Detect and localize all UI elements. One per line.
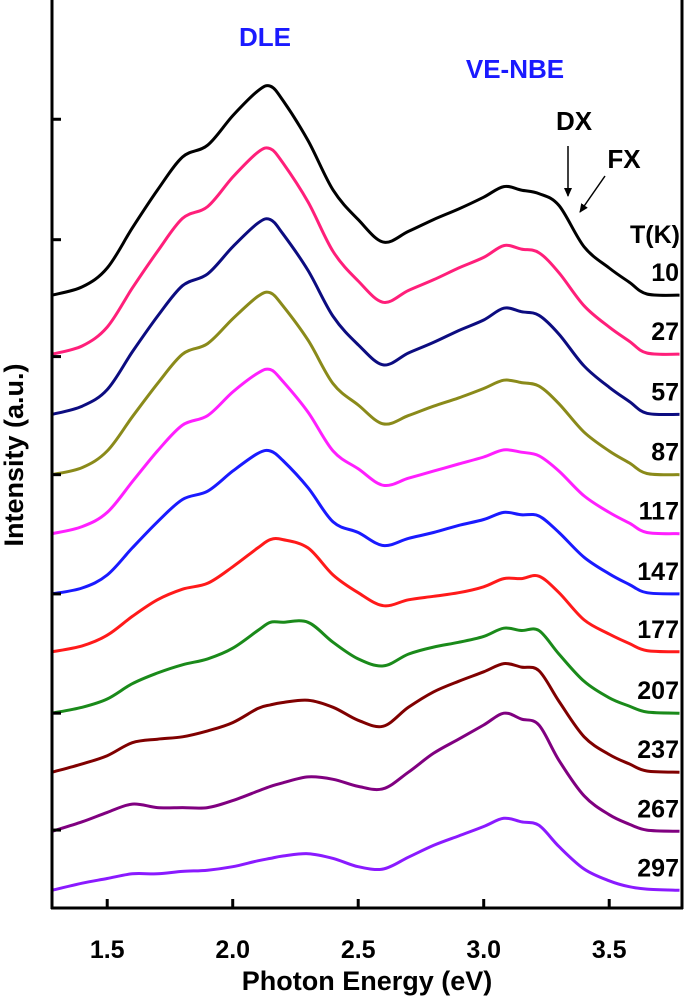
series-line-147K xyxy=(51,448,680,596)
series-labels: 10 27 57 87 117 147 177 207 237 267 297 xyxy=(637,259,679,882)
x-tick-label: 3.5 xyxy=(592,936,627,964)
y-ticks xyxy=(52,117,61,832)
series-line-117K xyxy=(51,367,680,536)
x-axis-title: Photon Energy (eV) xyxy=(242,966,493,996)
series-line-57K xyxy=(51,217,680,417)
series-label-237K: 237 xyxy=(637,736,679,764)
series-label-207K: 207 xyxy=(637,677,679,705)
x-tick-label: 1.5 xyxy=(90,936,125,964)
series-label-177K: 177 xyxy=(637,616,679,644)
series-label-57K: 57 xyxy=(651,378,679,406)
x-ticks: 1.5 2.0 2.5 3.0 3.5 xyxy=(90,899,627,964)
annotation-ve-nbe: VE-NBE xyxy=(466,54,564,84)
x-tick-label: 2.0 xyxy=(215,936,250,964)
annotation-dx: DX xyxy=(556,106,593,136)
annotation-dle: DLE xyxy=(239,22,291,52)
series-label-87K: 87 xyxy=(651,439,679,467)
series-layer xyxy=(51,84,680,892)
series-label-10K: 10 xyxy=(651,259,679,287)
series-label-267K: 267 xyxy=(637,795,679,823)
series-line-87K xyxy=(51,290,680,477)
series-line-177K xyxy=(51,537,680,654)
series-label-297K: 297 xyxy=(637,854,679,882)
series-label-147K: 147 xyxy=(637,558,679,586)
series-line-207K xyxy=(51,619,680,715)
x-tick-label: 3.0 xyxy=(466,936,501,964)
series-line-267K xyxy=(51,711,680,833)
x-tick-label: 2.5 xyxy=(341,936,376,964)
series-line-297K xyxy=(51,816,680,892)
fx-arrow xyxy=(579,175,606,213)
legend-title: T(K) xyxy=(630,221,680,249)
y-axis-title: Intensity (a.u.) xyxy=(0,363,29,546)
annotation-fx: FX xyxy=(607,144,641,174)
series-line-237K xyxy=(51,661,680,774)
series-line-10K xyxy=(51,84,680,297)
series-label-27K: 27 xyxy=(651,318,679,346)
axes xyxy=(50,0,684,910)
series-label-117K: 117 xyxy=(639,498,679,526)
series-line-27K xyxy=(51,146,680,356)
